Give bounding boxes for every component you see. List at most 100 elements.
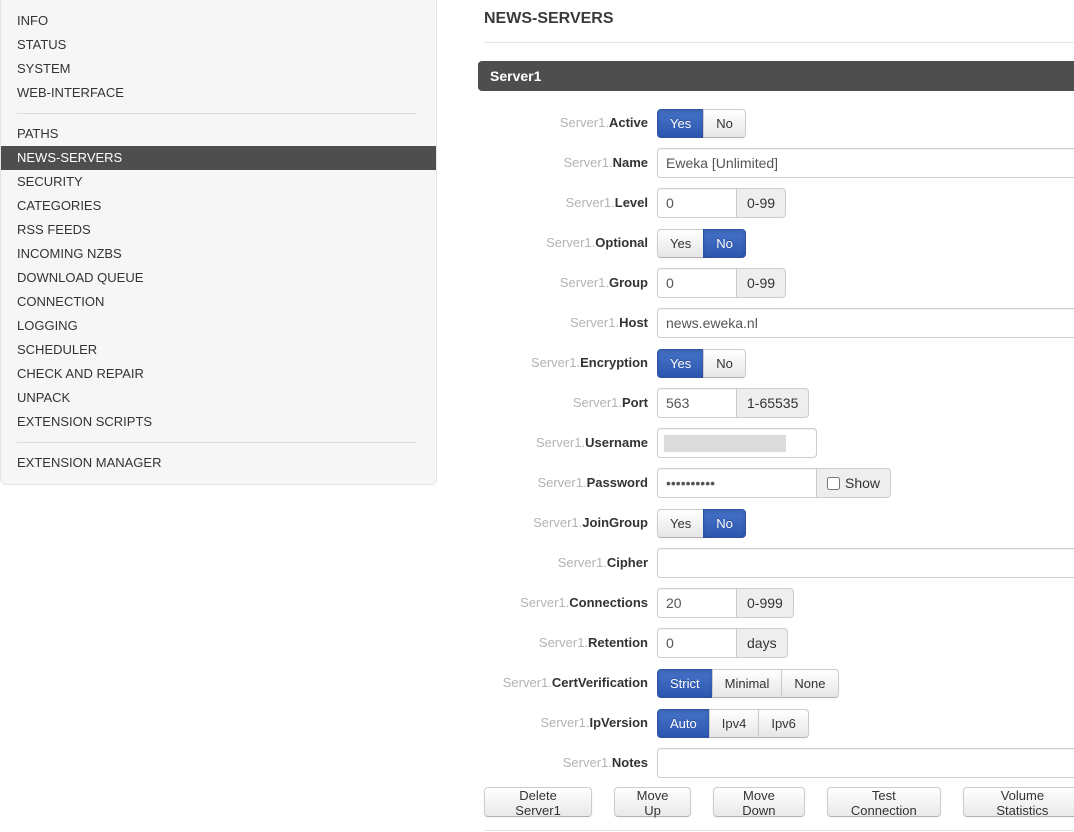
server1-form: Server1.ActiveYesNoServer1.NameServer1.L… — [484, 103, 1074, 783]
level-input[interactable] — [657, 188, 737, 218]
joingroup-toggle-group: Yes No — [657, 508, 746, 538]
ipversion-option-auto[interactable]: Auto — [657, 708, 710, 738]
field-label-group: Server1.Group — [484, 275, 657, 291]
certverification-toggle-group: Strict Minimal None — [657, 668, 839, 698]
form-row-optional: Server1.Optional Yes No — [484, 223, 1074, 263]
field-label-cipher: Server1.Cipher — [484, 555, 657, 571]
password-show-toggle[interactable]: Show — [817, 468, 892, 498]
active-toggle-group: Yes No — [657, 108, 746, 138]
sidebar-item-info[interactable]: INFO — [17, 13, 49, 28]
field-label-name: Cipher — [606, 555, 648, 570]
field-label-prefix: Server1. — [502, 675, 552, 690]
move-down-button[interactable]: Move Down — [713, 787, 805, 818]
joingroup-option-no[interactable]: No — [703, 508, 746, 538]
sidebar-item-logging[interactable]: LOGGING — [17, 318, 78, 333]
field-label-prefix: Server1. — [569, 315, 620, 330]
port-addon: 1-65535 — [737, 388, 810, 418]
field-label-name: Group — [609, 275, 648, 290]
username-redacted-value — [664, 434, 786, 452]
sidebar-item-incoming-nzbs[interactable]: INCOMING NZBS — [17, 246, 122, 261]
sidebar-item-rss-feeds[interactable]: RSS FEEDS — [17, 222, 91, 237]
form-row-level: Server1.Level 0-99 — [484, 183, 1074, 223]
sidebar-item-system[interactable]: SYSTEM — [17, 61, 71, 76]
port-input-group: 1-65535 — [657, 388, 810, 418]
connections-addon: 0-999 — [737, 588, 794, 618]
field-control-joingroup: Yes No — [657, 508, 746, 538]
field-control-port: 1-65535 — [657, 388, 810, 418]
form-row-connections: Server1.Connections 0-999 — [484, 583, 1074, 623]
sidebar-item-status[interactable]: STATUS — [17, 37, 67, 52]
show-password-checkbox[interactable] — [827, 476, 840, 490]
active-option-no[interactable]: No — [703, 108, 746, 138]
form-row-host: Server1.Host — [484, 303, 1074, 343]
sidebar-item-extension-manager[interactable]: EXTENSION MANAGER — [17, 455, 162, 470]
sidebar-item-security[interactable]: SECURITY — [17, 174, 83, 189]
move-up-button[interactable]: Move Up — [614, 787, 691, 818]
encryption-toggle-group: Yes No — [657, 348, 746, 378]
encryption-option-no[interactable]: No — [703, 348, 746, 378]
sidebar-item-check-and-repair[interactable]: CHECK AND REPAIR — [17, 366, 144, 381]
retention-input[interactable] — [657, 628, 737, 658]
sidebar-item-scheduler[interactable]: SCHEDULER — [17, 342, 98, 357]
field-control-notes — [657, 748, 1074, 778]
optional-option-no[interactable]: No — [703, 228, 746, 258]
field-label-prefix: Server1. — [540, 715, 590, 730]
field-label-prefix: Server1. — [572, 395, 622, 410]
joingroup-option-yes[interactable]: Yes — [657, 508, 705, 538]
field-label-prefix: Server1. — [546, 235, 596, 250]
field-label-name: Connections — [569, 595, 648, 610]
field-control-group: 0-99 — [657, 268, 787, 298]
sidebar-divider — [17, 442, 416, 443]
field-label-name: Port — [622, 395, 648, 410]
sidebar-item-extension-scripts[interactable]: EXTENSION SCRIPTS — [17, 414, 153, 429]
sidebar-item-unpack[interactable]: UNPACK — [17, 390, 71, 405]
optional-option-yes[interactable]: Yes — [657, 228, 705, 258]
username-input[interactable] — [657, 428, 817, 458]
group-input[interactable] — [657, 268, 737, 298]
volume-statistics-button[interactable]: Volume Statistics — [962, 787, 1074, 818]
field-label-password: Server1.Password — [484, 475, 657, 491]
field-label-certverification: Server1.CertVerification — [484, 675, 657, 691]
form-row-notes: Server1.Notes — [484, 743, 1074, 783]
field-label-level: Server1.Level — [484, 195, 657, 211]
field-label-prefix: Server1. — [537, 475, 587, 490]
password-input[interactable] — [657, 468, 817, 498]
connections-input[interactable] — [657, 588, 737, 618]
notes-input[interactable] — [657, 748, 1074, 778]
field-label-port: Server1.Port — [484, 395, 657, 411]
form-row-encryption: Server1.Encryption Yes No — [484, 343, 1074, 383]
field-label-name: Encryption — [580, 355, 648, 370]
form-row-group: Server1.Group 0-99 — [484, 263, 1074, 303]
field-control-connections: 0-999 — [657, 588, 794, 618]
sidebar-item-news-servers[interactable]: NEWS-SERVERS — [1, 146, 436, 170]
ipversion-option-ipv6[interactable]: Ipv6 — [758, 708, 809, 738]
sidebar-item-connection[interactable]: CONNECTION — [17, 294, 105, 309]
title-divider — [484, 42, 1074, 43]
sidebar-item-web-interface[interactable]: WEB-INTERFACE — [17, 85, 124, 100]
port-input[interactable] — [657, 388, 737, 418]
name-input[interactable] — [657, 148, 1074, 178]
sidebar-item-download-queue[interactable]: DOWNLOAD QUEUE — [17, 270, 144, 285]
sidebar-item-categories[interactable]: CATEGORIES — [17, 198, 102, 213]
field-label-name: JoinGroup — [582, 515, 648, 530]
certverification-option-minimal[interactable]: Minimal — [711, 668, 783, 698]
encryption-option-yes[interactable]: Yes — [657, 348, 705, 378]
cipher-input[interactable] — [657, 548, 1074, 578]
active-option-yes[interactable]: Yes — [657, 108, 705, 138]
field-label-prefix: Server1. — [557, 555, 607, 570]
field-label-name: Username — [585, 435, 648, 450]
ipversion-option-ipv4[interactable]: Ipv4 — [708, 708, 760, 738]
field-label-notes: Server1.Notes — [484, 755, 657, 771]
delete-server1-button[interactable]: Delete Server1 — [484, 787, 593, 818]
field-label-encryption: Server1.Encryption — [484, 355, 657, 371]
page-title: NEWS-SERVERS — [484, 10, 614, 27]
field-label-prefix: Server1. — [533, 515, 583, 530]
group-addon: 0-99 — [737, 268, 787, 298]
certverification-option-strict[interactable]: Strict — [657, 668, 713, 698]
test-connection-button[interactable]: Test Connection — [826, 787, 941, 818]
certverification-option-none[interactable]: None — [781, 668, 839, 698]
ipversion-toggle-group: Auto Ipv4 Ipv6 — [657, 708, 809, 738]
host-input[interactable] — [657, 308, 1074, 338]
form-row-retention: Server1.Retention days — [484, 623, 1074, 663]
sidebar-item-paths[interactable]: PATHS — [17, 126, 59, 141]
